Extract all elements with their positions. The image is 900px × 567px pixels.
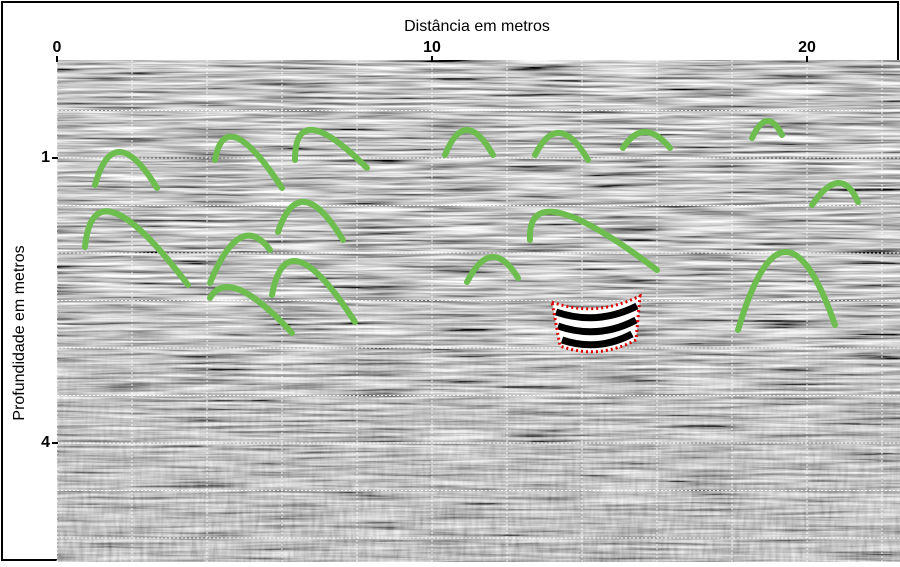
x-tick-label: 0: [53, 39, 62, 56]
x-axis-title: Distância em metros: [404, 18, 550, 35]
y-tick-label: 1: [41, 149, 50, 166]
x-tick-label: 20: [798, 39, 816, 56]
chart: Distância em metros Profundidade em metr…: [0, 0, 900, 562]
y-axis-title: Profundidade em metros: [11, 245, 28, 420]
x-tick-label: 10: [423, 39, 441, 56]
y-tick-label: 4: [41, 434, 50, 451]
